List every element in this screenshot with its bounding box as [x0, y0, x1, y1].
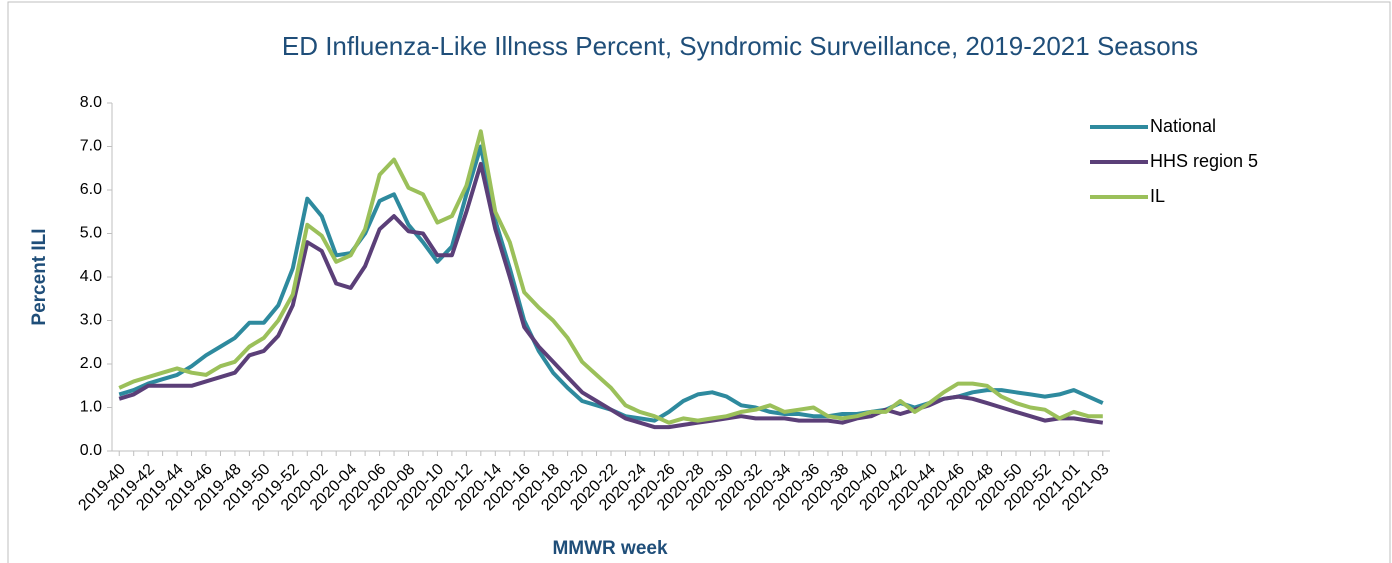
y-tick-label: 2.0: [80, 355, 102, 372]
x-axis-title: MMWR week: [552, 538, 668, 559]
y-tick-label: 4.0: [80, 268, 102, 285]
y-tick-label: 3.0: [80, 312, 102, 329]
y-tick-label: 1.0: [80, 399, 102, 416]
series-line: [118, 144, 1104, 423]
y-tick-label: 0.0: [80, 442, 102, 459]
legend-label: IL: [1150, 186, 1165, 206]
y-tick-label: 6.0: [80, 181, 102, 198]
frame: [7, 1, 1391, 563]
y-tick-label: 7.0: [80, 138, 102, 155]
y-axis-title: Percent ILI: [29, 228, 50, 325]
y-tick-label: 8.0: [80, 94, 102, 111]
legend-label: National: [1150, 116, 1216, 136]
chart-title: ED Influenza-Like Illness Percent, Syndr…: [282, 31, 1198, 61]
series-line: [118, 161, 1104, 430]
y-tick-label: 5.0: [80, 225, 102, 242]
series-line: [118, 129, 1103, 425]
legend-label: HHS region 5: [1150, 151, 1258, 171]
